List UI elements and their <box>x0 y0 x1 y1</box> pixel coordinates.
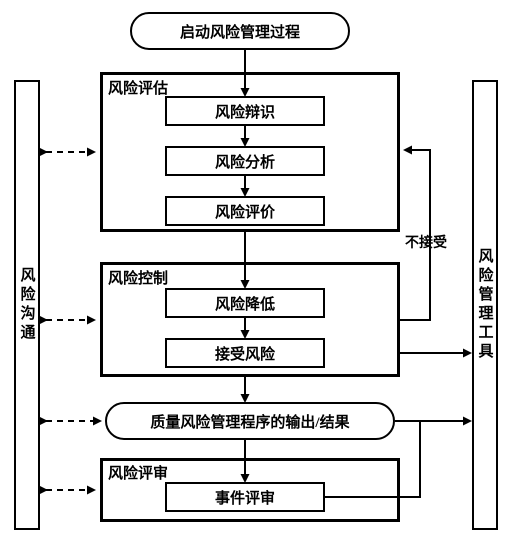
group-control-title: 风险控制 <box>108 267 168 288</box>
node-accept-label: 接受风险 <box>215 343 275 364</box>
node-identify: 风险辩识 <box>165 96 325 126</box>
node-reduce-label: 风险降低 <box>215 293 275 314</box>
node-event-label: 事件评审 <box>215 487 275 508</box>
group-assess-title: 风险评估 <box>108 77 168 98</box>
node-analyze-label: 风险分析 <box>215 151 275 172</box>
output-node: 质量风险管理程序的输出/结果 <box>105 402 395 440</box>
left-side-bar: 风险沟通 <box>14 80 40 530</box>
output-node-label: 质量风险管理程序的输出/结果 <box>150 411 349 432</box>
node-evaluate: 风险评价 <box>165 196 325 226</box>
right-side-bar: 风险管理工具 <box>472 80 498 530</box>
node-reduce: 风险降低 <box>165 288 325 318</box>
left-side-bar-label: 风险沟通 <box>17 267 38 343</box>
node-evaluate-label: 风险评价 <box>215 201 275 222</box>
edge-not-accept-label: 不接受 <box>405 232 447 252</box>
group-review-title: 风险评审 <box>108 462 168 483</box>
node-accept: 接受风险 <box>165 338 325 368</box>
node-identify-label: 风险辩识 <box>215 101 275 122</box>
node-event: 事件评审 <box>165 482 325 512</box>
start-node: 启动风险管理过程 <box>130 12 350 50</box>
right-side-bar-label: 风险管理工具 <box>475 248 496 362</box>
start-node-label: 启动风险管理过程 <box>180 21 300 42</box>
node-analyze: 风险分析 <box>165 146 325 176</box>
